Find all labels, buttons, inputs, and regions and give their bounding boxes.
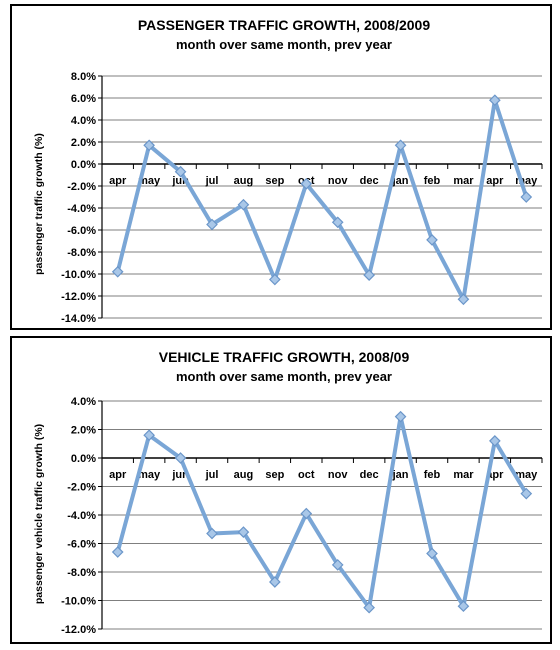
x-tick-label: mar bbox=[453, 469, 474, 481]
x-tick-label: jul bbox=[205, 469, 219, 481]
x-tick-label: aug bbox=[234, 469, 254, 481]
y-tick-label: -10.0% bbox=[61, 269, 96, 281]
y-tick-label: 6.0% bbox=[71, 93, 96, 105]
data-point bbox=[300, 177, 313, 190]
x-tick-label: dec bbox=[360, 469, 379, 481]
passenger-traffic-chart: PASSENGER TRAFFIC GROWTH, 2008/2009 mont… bbox=[33, 17, 543, 325]
data-point bbox=[457, 600, 470, 613]
data-point bbox=[269, 273, 281, 286]
data-point bbox=[489, 435, 501, 447]
y-axis-label: passenger traffic growth (%) bbox=[33, 133, 45, 275]
data-point bbox=[111, 546, 124, 558]
data-point bbox=[520, 191, 533, 203]
x-tick-label: dec bbox=[360, 175, 379, 187]
data-point bbox=[394, 139, 407, 152]
x-tick-label: feb bbox=[424, 175, 441, 187]
y-tick-label: -4.0% bbox=[67, 203, 96, 215]
chart-title: PASSENGER TRAFFIC GROWTH, 2008/2009 bbox=[138, 17, 430, 33]
y-tick-label: 4.0% bbox=[71, 396, 96, 408]
x-tick-label: jan bbox=[392, 469, 409, 481]
x-tick-label: apr bbox=[486, 175, 504, 187]
x-tick-label: apr bbox=[109, 175, 127, 187]
data-point bbox=[174, 165, 187, 178]
x-tick-label: apr bbox=[109, 469, 127, 481]
data-point bbox=[394, 410, 407, 423]
data-point bbox=[206, 218, 218, 231]
x-tick-label: may bbox=[515, 469, 538, 481]
y-tick-label: 0.0% bbox=[71, 159, 96, 171]
data-point bbox=[143, 139, 155, 152]
series-line bbox=[115, 98, 529, 302]
vehicle-chart-panel: VEHICLE TRAFFIC GROWTH, 2008/09 month ov… bbox=[10, 336, 552, 644]
y-tick-label: 8.0% bbox=[71, 71, 96, 83]
data-point bbox=[331, 216, 344, 229]
data-point bbox=[237, 198, 250, 211]
x-tick-label: may bbox=[138, 175, 161, 187]
x-tick-label: nov bbox=[328, 175, 348, 187]
y-tick-label: -8.0% bbox=[67, 567, 96, 579]
x-tick-label: may bbox=[138, 469, 161, 481]
data-point bbox=[111, 265, 124, 278]
y-tick-label: -2.0% bbox=[67, 482, 96, 494]
x-tick-label: sep bbox=[265, 469, 284, 481]
data-point bbox=[237, 526, 250, 538]
x-tick-label: sep bbox=[265, 175, 284, 187]
y-tick-label: -8.0% bbox=[67, 247, 96, 259]
chart-title: VEHICLE TRAFFIC GROWTH, 2008/09 bbox=[159, 349, 410, 365]
data-point bbox=[174, 452, 187, 464]
data-point bbox=[457, 293, 470, 306]
x-tick-label: jul bbox=[205, 175, 219, 187]
x-tick-label: oct bbox=[298, 469, 315, 481]
y-tick-label: -6.0% bbox=[67, 225, 96, 237]
x-tick-label: feb bbox=[424, 469, 441, 481]
data-point bbox=[363, 269, 375, 281]
y-tick-label: -14.0% bbox=[61, 313, 96, 325]
data-point bbox=[489, 94, 501, 107]
x-tick-label: mar bbox=[453, 175, 474, 187]
x-tick-label: nov bbox=[328, 469, 348, 481]
y-tick-label: -12.0% bbox=[61, 624, 96, 636]
y-tick-label: -2.0% bbox=[67, 181, 96, 193]
data-point bbox=[363, 601, 375, 614]
series-line bbox=[115, 414, 529, 610]
data-point bbox=[331, 559, 344, 571]
y-tick-label: -6.0% bbox=[67, 539, 96, 551]
chart-subtitle: month over same month, prev year bbox=[176, 369, 392, 384]
y-tick-label: -10.0% bbox=[61, 596, 96, 608]
y-axis-label: passenger vehicle traffic growth (%) bbox=[33, 424, 45, 604]
data-point bbox=[143, 429, 155, 442]
data-point bbox=[300, 507, 313, 520]
y-tick-label: 2.0% bbox=[71, 425, 96, 437]
data-point bbox=[206, 527, 218, 540]
y-tick-label: 2.0% bbox=[71, 137, 96, 149]
passenger-chart-panel: PASSENGER TRAFFIC GROWTH, 2008/2009 mont… bbox=[10, 4, 552, 330]
chart-subtitle: month over same month, prev year bbox=[176, 37, 392, 52]
x-tick-label: jan bbox=[392, 175, 409, 187]
data-point bbox=[520, 487, 533, 500]
y-tick-label: -12.0% bbox=[61, 291, 96, 303]
vehicle-traffic-chart: VEHICLE TRAFFIC GROWTH, 2008/09 month ov… bbox=[33, 349, 543, 636]
y-tick-label: 0.0% bbox=[71, 453, 96, 465]
data-point bbox=[426, 547, 438, 560]
y-tick-label: -4.0% bbox=[67, 510, 96, 522]
x-tick-label: aug bbox=[234, 175, 254, 187]
y-tick-label: 4.0% bbox=[71, 115, 96, 127]
data-point bbox=[426, 234, 438, 246]
data-point bbox=[269, 576, 281, 588]
